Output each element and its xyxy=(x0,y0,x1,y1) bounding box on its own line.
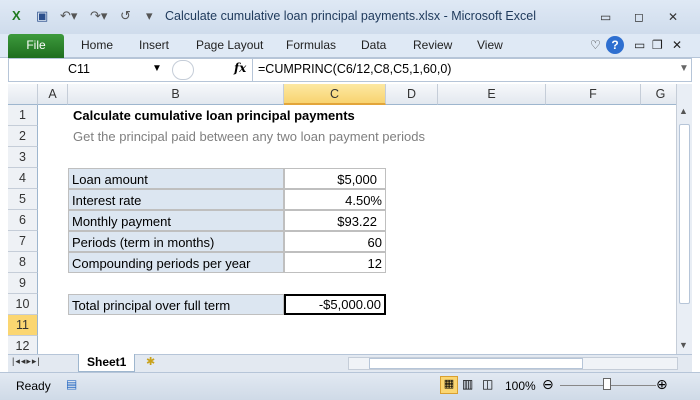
row-header-2[interactable]: 2 xyxy=(8,126,38,147)
zoom-level[interactable]: 100% xyxy=(505,379,536,393)
window-title: Calculate cumulative loan principal paym… xyxy=(165,9,536,23)
horizontal-scrollbar[interactable] xyxy=(348,357,678,370)
input-value[interactable]: 4.50% xyxy=(284,189,386,210)
minimize-icon[interactable]: ▭ xyxy=(600,10,612,24)
tab-home[interactable]: Home xyxy=(81,38,114,52)
scroll-up-icon[interactable]: ▲ xyxy=(679,106,688,116)
column-header-c[interactable]: C xyxy=(284,84,386,105)
input-value[interactable]: 60 xyxy=(284,231,386,252)
zoom-slider-handle[interactable] xyxy=(603,378,611,390)
row-header-12[interactable]: 12 xyxy=(8,336,38,354)
insert-function-icon[interactable]: fx xyxy=(234,61,247,75)
customize-toolbar-icon[interactable]: ▾ xyxy=(146,8,153,23)
status-text: Ready xyxy=(16,379,51,393)
title-bar xyxy=(0,0,700,34)
scroll-thumb[interactable] xyxy=(679,124,690,304)
result-value-selected[interactable]: -$5,000.00 xyxy=(284,294,386,315)
input-value[interactable]: 12 xyxy=(284,252,386,273)
column-header-e[interactable]: E xyxy=(438,84,546,105)
column-header-b[interactable]: B xyxy=(68,84,284,105)
worksheet-grid[interactable]: A B C D E F G 1 2 3 4 5 6 7 8 9 10 11 12 Calculate cumulati… xyxy=(8,84,676,354)
input-label[interactable]: Compounding periods per year xyxy=(68,252,284,273)
input-label[interactable]: Periods (term in months) xyxy=(68,231,284,252)
workbook-minimize-icon[interactable]: ▭ xyxy=(634,38,646,52)
row-header-4[interactable]: 4 xyxy=(8,168,38,189)
sheet-nav-icons[interactable]: |◂◂▸▸| xyxy=(12,356,41,366)
tab-view[interactable]: View xyxy=(477,38,503,52)
tab-review[interactable]: Review xyxy=(413,38,453,52)
save-icon[interactable]: ▣ xyxy=(36,8,49,23)
vertical-scrollbar[interactable]: ▲ ▼ xyxy=(676,84,692,354)
input-label[interactable]: Loan amount xyxy=(68,168,284,189)
column-header-d[interactable]: D xyxy=(386,84,438,105)
input-value[interactable]: $93.22 xyxy=(284,210,386,231)
zoom-in-icon[interactable]: ⊕ xyxy=(656,376,668,392)
select-all-corner[interactable] xyxy=(8,84,38,105)
macro-record-icon[interactable]: ▤ xyxy=(66,377,78,391)
minimize-ribbon-icon[interactable]: ♡ xyxy=(590,38,601,52)
row-header-8[interactable]: 8 xyxy=(8,252,38,273)
name-box-dropdown-icon[interactable]: ▼ xyxy=(152,63,162,74)
sheet-title[interactable]: Calculate cumulative loan principal paym… xyxy=(73,108,355,123)
input-value[interactable]: $5,000 xyxy=(284,168,386,189)
row-header-3[interactable]: 3 xyxy=(8,147,38,168)
undo-icon[interactable]: ↶▾ xyxy=(60,8,78,23)
refresh-icon[interactable]: ↺ xyxy=(120,8,131,23)
page-break-view-icon[interactable]: ◫ xyxy=(482,377,494,391)
workbook-restore-icon[interactable]: ❐ xyxy=(652,38,663,52)
close-icon[interactable]: ✕ xyxy=(668,10,679,24)
tab-insert[interactable]: Insert xyxy=(139,38,170,52)
sheet-tab-bar: |◂◂▸▸| Sheet1 ✱ xyxy=(8,354,692,372)
help-icon[interactable]: ? xyxy=(606,36,624,54)
normal-view-icon[interactable]: ▦ xyxy=(440,376,458,394)
sheet-subtitle[interactable]: Get the principal paid between any two l… xyxy=(73,129,425,144)
column-header-a[interactable]: A xyxy=(38,84,68,105)
row-header-6[interactable]: 6 xyxy=(8,210,38,231)
tab-file[interactable]: File xyxy=(8,34,64,58)
row-header-5[interactable]: 5 xyxy=(8,189,38,210)
zoom-out-icon[interactable]: ⊖ xyxy=(542,376,554,392)
page-layout-view-icon[interactable]: ▥ xyxy=(462,377,474,391)
hscroll-thumb[interactable] xyxy=(369,358,583,369)
result-label[interactable]: Total principal over full term xyxy=(68,294,284,315)
redo-icon[interactable]: ↷▾ xyxy=(90,8,108,23)
status-bar: Ready ▤ ▦ ▥ ◫ 100% ⊖ ⊕ xyxy=(0,372,700,400)
ribbon xyxy=(0,34,700,58)
maximize-icon[interactable]: ◻ xyxy=(634,10,644,24)
row-header-9[interactable]: 9 xyxy=(8,273,38,294)
row-header-10[interactable]: 10 xyxy=(8,294,38,315)
tab-page-layout[interactable]: Page Layout xyxy=(196,38,264,52)
tab-formulas[interactable]: Formulas xyxy=(286,38,337,52)
row-header-11[interactable]: 11 xyxy=(8,315,38,336)
excel-logo-icon: X xyxy=(12,8,21,23)
divider xyxy=(252,58,253,82)
sheet-tab-sheet1[interactable]: Sheet1 xyxy=(78,354,136,372)
input-label[interactable]: Monthly payment xyxy=(68,210,284,231)
name-box[interactable]: C11 xyxy=(68,62,91,76)
row-header-1[interactable]: 1 xyxy=(8,105,38,126)
formula-input[interactable]: =CUMPRINC(C6/12,C8,C5,1,60,0) xyxy=(258,62,452,76)
formula-bar-splitter[interactable] xyxy=(172,60,194,80)
formula-bar xyxy=(8,58,692,82)
row-header-7[interactable]: 7 xyxy=(8,231,38,252)
workbook-close-icon[interactable]: ✕ xyxy=(672,38,683,52)
insert-sheet-icon[interactable]: ✱ xyxy=(146,356,156,368)
expand-formula-bar-icon[interactable]: ▼ xyxy=(679,63,689,74)
scroll-down-icon[interactable]: ▼ xyxy=(679,340,688,350)
tab-data[interactable]: Data xyxy=(361,38,387,52)
column-header-g[interactable]: G xyxy=(641,84,676,105)
input-label[interactable]: Interest rate xyxy=(68,189,284,210)
column-header-f[interactable]: F xyxy=(546,84,641,105)
